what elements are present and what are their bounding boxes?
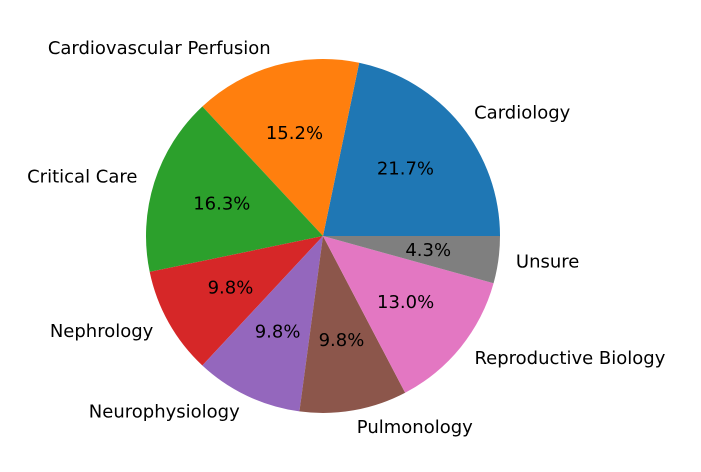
category-label-cardiology: Cardiology	[474, 103, 571, 124]
pct-label-cardiology: 21.7%	[377, 159, 434, 180]
pct-label-nephrology: 9.8%	[208, 278, 254, 299]
pct-label-unsure: 4.3%	[405, 240, 451, 261]
category-label-pulmonology: Pulmonology	[357, 417, 473, 438]
pie-slice-critical-care	[145, 106, 323, 272]
pct-label-pulmonology: 9.8%	[319, 330, 365, 351]
category-label-critical-care: Critical Care	[27, 166, 137, 187]
pie-slice-neurophysiology	[202, 236, 323, 412]
pct-label-reproductive-biology: 13.0%	[377, 292, 434, 313]
pct-label-neurophysiology: 9.8%	[255, 322, 301, 343]
category-label-reproductive-biology: Reproductive Biology	[474, 348, 665, 369]
pie-slice-unsure	[323, 236, 500, 284]
category-label-neurophysiology: Neurophysiology	[89, 402, 240, 423]
pct-label-critical-care: 16.3%	[193, 193, 250, 214]
pie-slices	[145, 58, 500, 413]
pct-label-cardiovascular-perfusion: 15.2%	[266, 123, 323, 144]
category-labels: Cardiology Cardiovascular Perfusion Critic…	[27, 38, 666, 438]
category-label-cardiovascular-perfusion: Cardiovascular Perfusion	[48, 38, 271, 59]
category-label-unsure: Unsure	[516, 252, 579, 273]
category-label-nephrology: Nephrology	[50, 321, 154, 342]
pie-slice-pulmonology	[299, 236, 406, 413]
pie-slice-cardiology	[323, 62, 500, 237]
pie-slice-nephrology	[149, 236, 323, 366]
pie-slice-cardiovascular-perfusion	[202, 58, 360, 236]
percentage-labels: 21.7% 15.2% 16.3% 9.8% 9.8% 9.8% 13.0% 4.3%	[193, 123, 451, 351]
pie-slice-reproductive-biology	[323, 236, 494, 393]
